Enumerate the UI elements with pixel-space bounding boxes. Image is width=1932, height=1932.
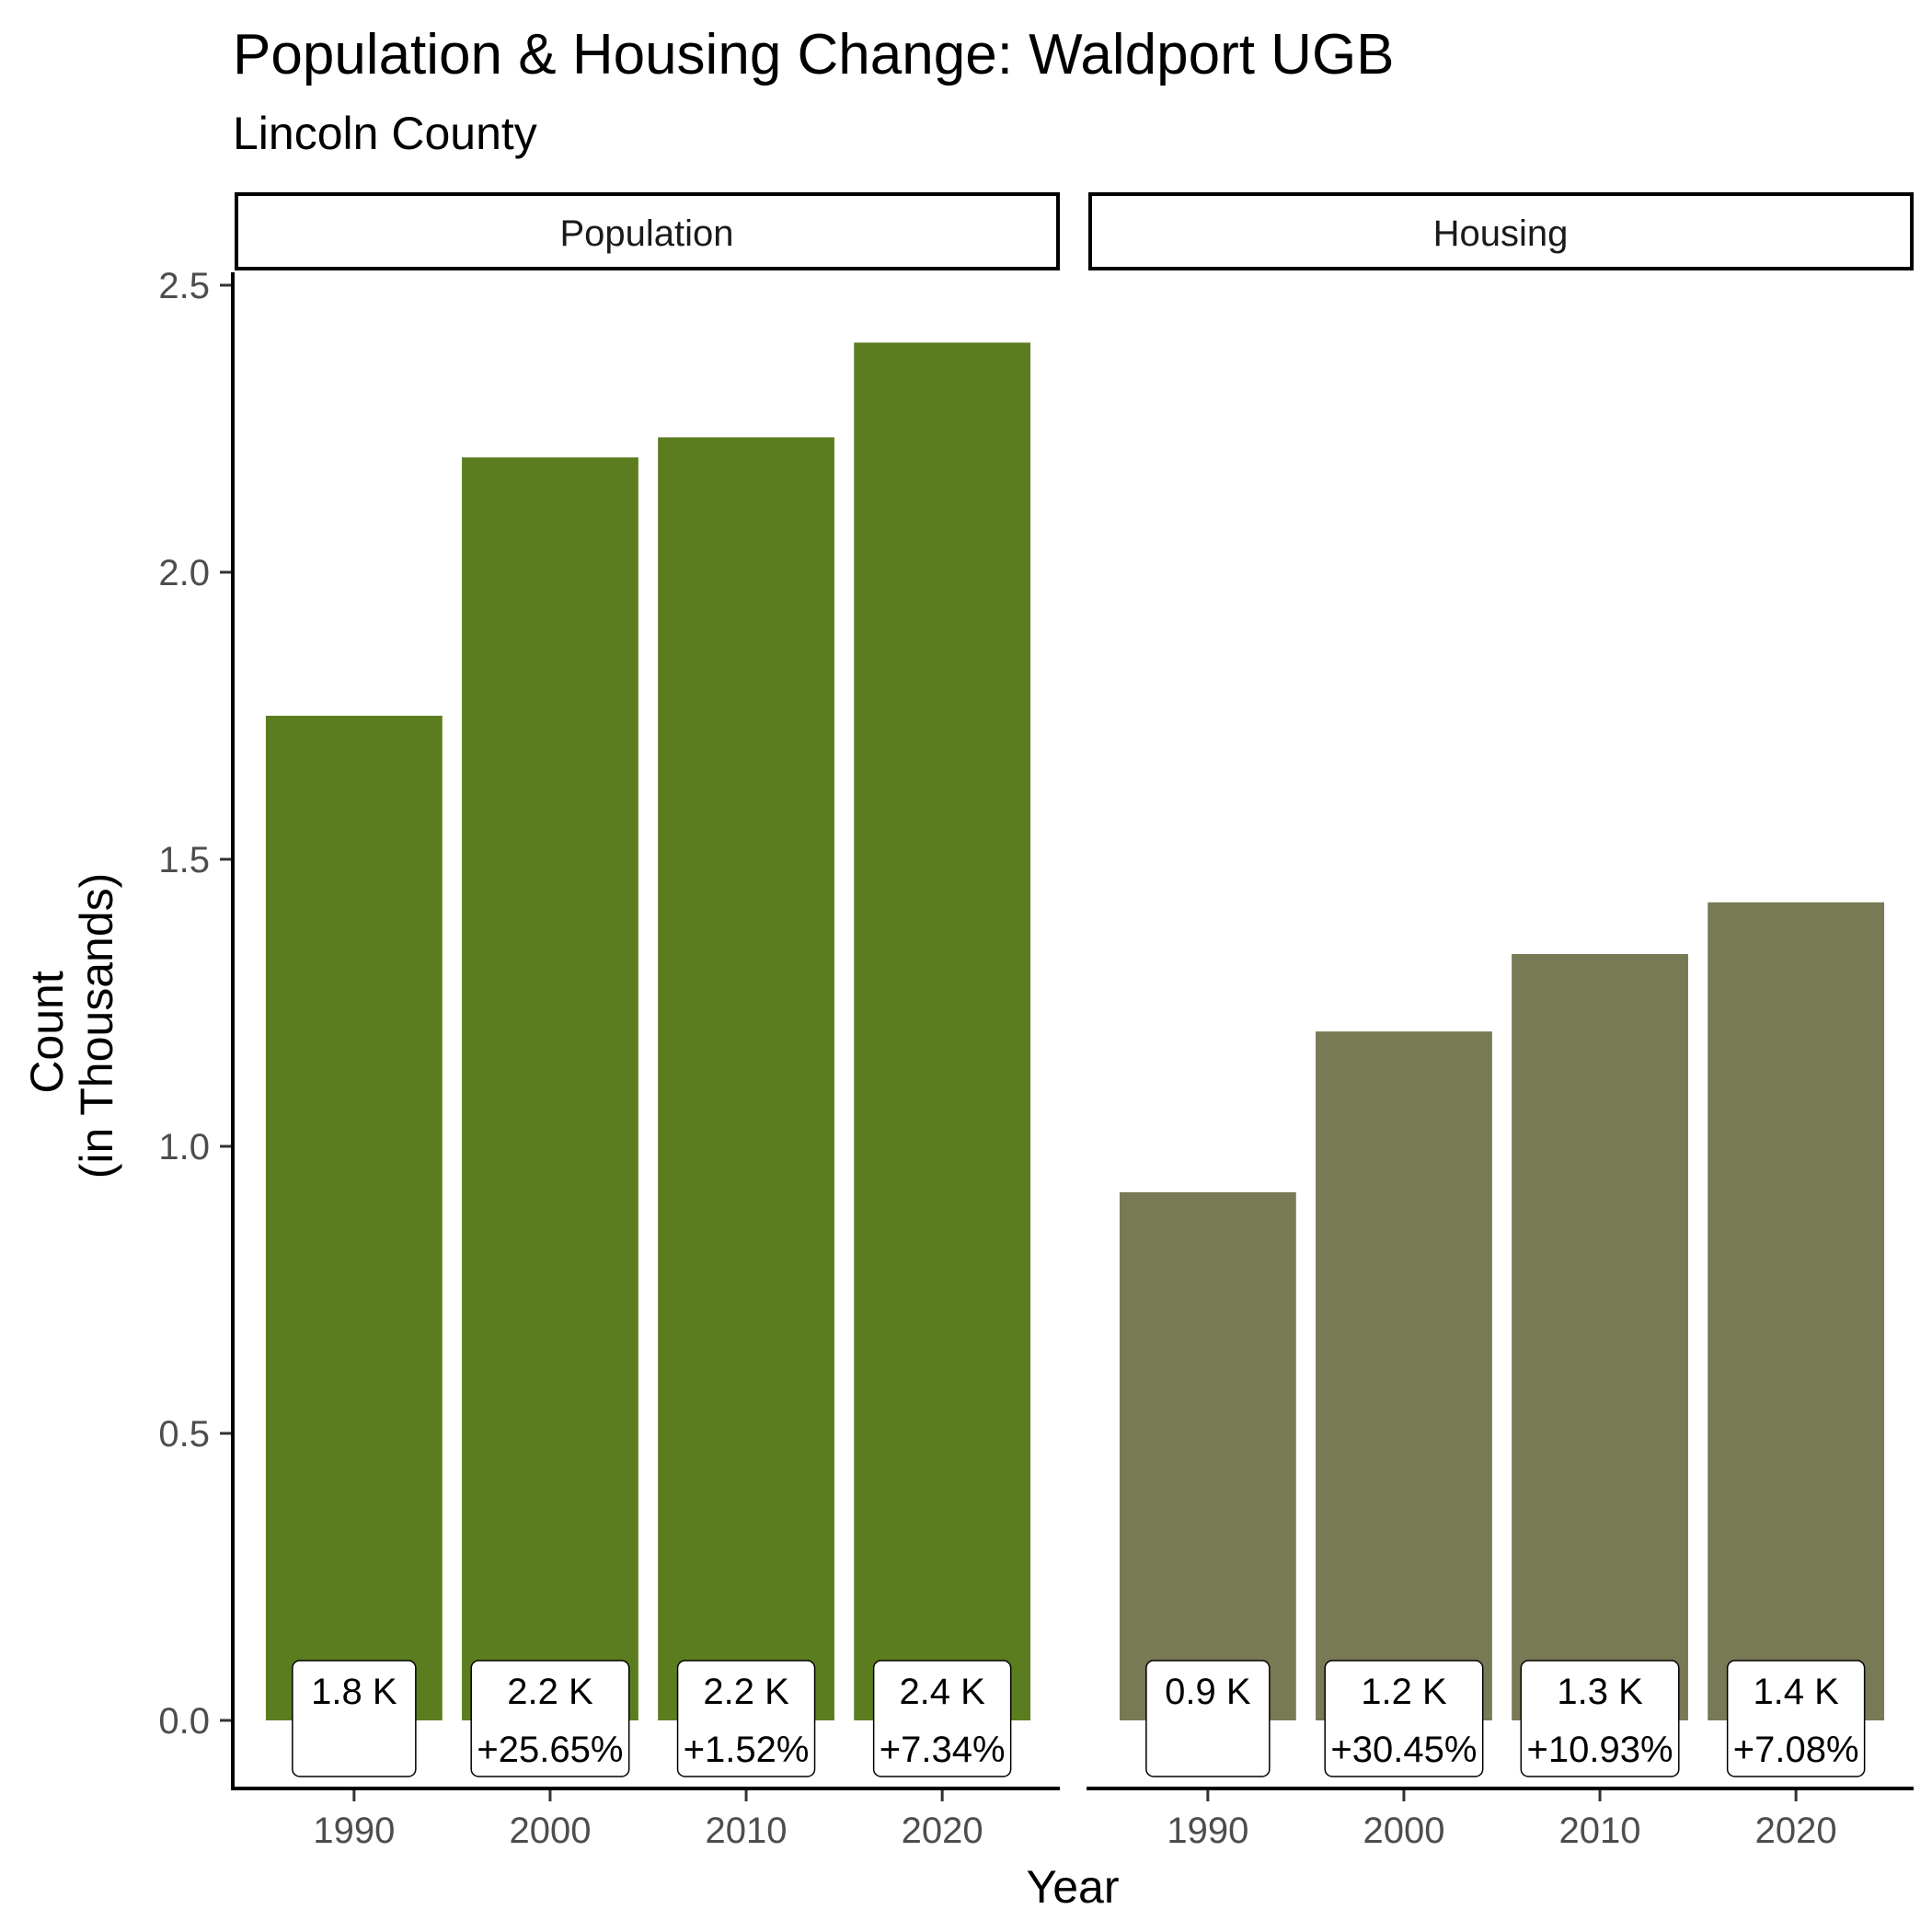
facet-panel-population: Population 1.8 K 2.2 K +25.65% 2.2 K +1.52% 2… xyxy=(233,192,1060,1851)
value-label: 1.8 K xyxy=(311,1672,397,1712)
change-label: +30.45% xyxy=(1330,1730,1477,1770)
y-tick-group: 0.0 0.5 1.0 1.5 2.0 2.5 xyxy=(158,266,231,1742)
data-label-group: 0.9 K 1.2 K +30.45% 1.3 K +10.93% 1.4 K +7.08% xyxy=(1145,1660,1866,1777)
bar xyxy=(1708,902,1885,1720)
data-label-box xyxy=(1726,1660,1866,1777)
y-tick-label: 0.5 xyxy=(158,1414,210,1455)
facet-strip-label: Housing xyxy=(1433,213,1569,254)
value-label: 1.4 K xyxy=(1753,1672,1839,1712)
x-tick-label: 2000 xyxy=(509,1811,591,1851)
change-label: +7.34% xyxy=(880,1730,1006,1770)
y-tick-label: 2.0 xyxy=(158,553,210,593)
change-label: +25.65% xyxy=(477,1730,623,1770)
bar xyxy=(462,457,638,1721)
facet-panel-housing: Housing 0.9 K 1.2 K +30.45% 1.3 K +10.93% 1.4… xyxy=(1087,192,1914,1851)
chart-title: Population & Housing Change: Waldport UG… xyxy=(233,23,1395,86)
x-tick-group: 1990 2000 2010 2020 xyxy=(1167,1790,1837,1851)
data-label-box xyxy=(292,1660,417,1777)
x-tick-label: 2020 xyxy=(902,1811,983,1851)
x-tick-label: 1990 xyxy=(1167,1811,1248,1851)
data-label-box xyxy=(1324,1660,1484,1777)
x-axis-title: Year xyxy=(1026,1861,1119,1913)
chart-subtitle: Lincoln County xyxy=(233,108,537,159)
y-tick-label: 1.0 xyxy=(158,1127,210,1167)
value-label: 2.2 K xyxy=(703,1672,789,1712)
data-label-box xyxy=(1520,1660,1680,1777)
y-tick-label: 1.5 xyxy=(158,840,210,880)
data-label-box xyxy=(1145,1660,1271,1777)
bar xyxy=(1119,1191,1296,1720)
data-label-box xyxy=(676,1660,816,1777)
bar xyxy=(265,716,443,1720)
facet-strip-label: Population xyxy=(559,213,733,254)
x-tick-label: 2020 xyxy=(1755,1811,1837,1851)
x-tick-label: 1990 xyxy=(313,1811,395,1851)
bar-group xyxy=(265,342,1031,1721)
x-tick-label: 2000 xyxy=(1363,1811,1444,1851)
facet-strip xyxy=(1088,192,1914,270)
change-label: +7.08% xyxy=(1733,1730,1859,1770)
bar xyxy=(854,342,1031,1720)
change-label: +1.52% xyxy=(684,1730,810,1770)
y-tick-label: 2.5 xyxy=(158,266,210,306)
y-axis-title-line-2: (in Thousands) xyxy=(71,873,122,1179)
value-label: 0.9 K xyxy=(1165,1672,1251,1712)
x-tick-group: 1990 2000 2010 2020 xyxy=(313,1790,983,1851)
bar xyxy=(658,437,834,1720)
value-label: 2.4 K xyxy=(899,1672,985,1712)
value-label: 1.3 K xyxy=(1557,1672,1643,1712)
bar-group xyxy=(1119,902,1885,1720)
value-label: 2.2 K xyxy=(507,1672,593,1712)
data-label-box xyxy=(470,1660,630,1777)
bar xyxy=(1316,1031,1492,1720)
x-tick-label: 2010 xyxy=(1559,1811,1641,1851)
x-tick-label: 2010 xyxy=(706,1811,788,1851)
y-axis-title: Count (in Thousands) xyxy=(21,873,122,1179)
bar xyxy=(1512,953,1688,1720)
y-tick-label: 0.0 xyxy=(158,1701,210,1742)
change-label: +10.93% xyxy=(1527,1730,1673,1770)
data-label-group: 1.8 K 2.2 K +25.65% 2.2 K +1.52% 2.4 K +7.34% xyxy=(292,1660,1012,1777)
value-label: 1.2 K xyxy=(1361,1672,1447,1712)
data-label-box xyxy=(872,1660,1012,1777)
facet-strip xyxy=(235,192,1060,270)
y-axis-title-line-1: Count xyxy=(21,971,73,1094)
